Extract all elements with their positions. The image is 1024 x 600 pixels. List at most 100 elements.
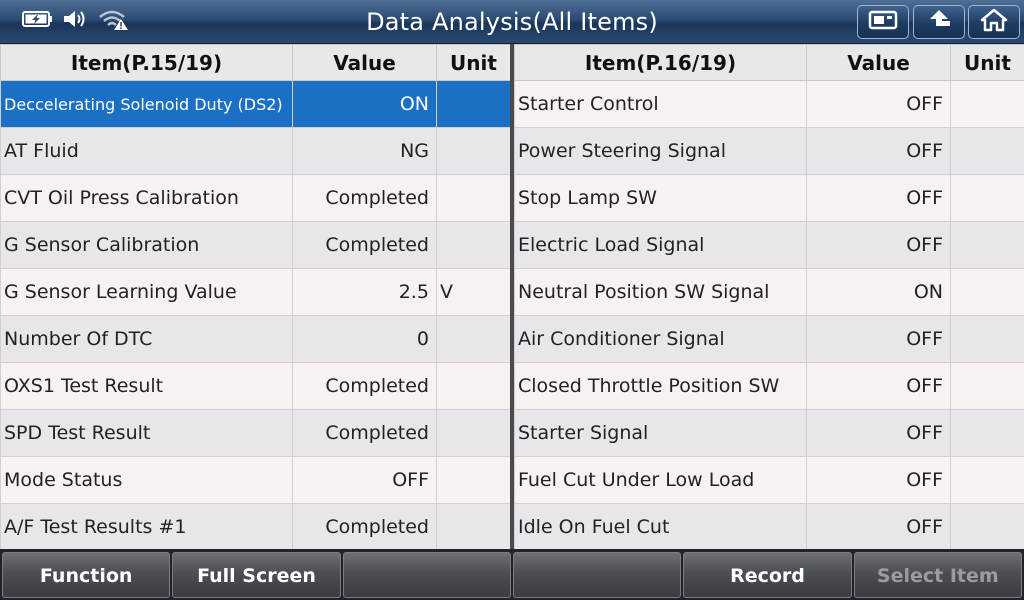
table-row[interactable]: G Sensor Learning Value 2.5 V: [0, 268, 510, 316]
back-icon: [924, 8, 954, 36]
item-unit: [950, 174, 1024, 222]
page-title: Data Analysis(All Items): [366, 8, 658, 36]
column-header-value: Value: [292, 44, 437, 81]
item-name: Idle On Fuel Cut: [514, 503, 807, 549]
column-header-unit: Unit: [950, 44, 1024, 81]
item-name: Neutral Position SW Signal: [514, 268, 807, 316]
table-row[interactable]: Mode Status OFF: [0, 456, 510, 504]
full-screen-button[interactable]: Full Screen: [172, 552, 341, 598]
item-name: Electric Load Signal: [514, 221, 807, 269]
item-value: Completed: [292, 503, 437, 549]
item-value: OFF: [806, 80, 951, 128]
item-unit: [950, 127, 1024, 175]
item-name: Air Conditioner Signal: [514, 315, 807, 363]
table-row[interactable]: Power Steering Signal OFF: [514, 127, 1024, 175]
item-value: 2.5: [292, 268, 437, 316]
item-value: Completed: [292, 221, 437, 269]
table-row[interactable]: Starter Signal OFF: [514, 409, 1024, 457]
item-name: CVT Oil Press Calibration: [0, 174, 293, 222]
right-data-table: Item(P.16/19) Value Unit Starter Control…: [514, 44, 1024, 549]
item-name: Closed Throttle Position SW: [514, 362, 807, 410]
item-name: Starter Signal: [514, 409, 807, 457]
item-value: OFF: [292, 456, 437, 504]
select-item-button[interactable]: Select Item: [853, 552, 1022, 598]
table-row[interactable]: OXS1 Test Result Completed: [0, 362, 510, 410]
item-unit: [436, 221, 510, 269]
item-value: ON: [292, 80, 437, 128]
table-row[interactable]: Idle On Fuel Cut OFF: [514, 503, 1024, 549]
function-button[interactable]: Function: [2, 552, 171, 598]
item-unit: [436, 315, 510, 363]
item-unit: V: [436, 268, 510, 316]
item-unit: [436, 409, 510, 457]
home-button[interactable]: [968, 5, 1020, 39]
item-value: OFF: [806, 221, 951, 269]
table-row[interactable]: Electric Load Signal OFF: [514, 221, 1024, 269]
table-row[interactable]: Neutral Position SW Signal ON: [514, 268, 1024, 316]
item-name: Mode Status: [0, 456, 293, 504]
item-value: OFF: [806, 315, 951, 363]
table-row[interactable]: CVT Oil Press Calibration Completed: [0, 174, 510, 222]
blank-button-3[interactable]: [342, 552, 511, 598]
item-value: Completed: [292, 362, 437, 410]
item-name: Number Of DTC: [0, 315, 293, 363]
table-row[interactable]: AT Fluid NG: [0, 127, 510, 175]
item-value: OFF: [806, 362, 951, 410]
item-name: Starter Control: [514, 80, 807, 128]
item-unit: [950, 80, 1024, 128]
table-row[interactable]: Closed Throttle Position SW OFF: [514, 362, 1024, 410]
item-unit: [436, 503, 510, 549]
table-row[interactable]: Fuel Cut Under Low Load OFF: [514, 456, 1024, 504]
table-row[interactable]: Deccelerating Solenoid Duty (DS2) ON: [0, 80, 510, 128]
column-header-item: Item(P.15/19): [0, 44, 293, 81]
table-row[interactable]: G Sensor Calibration Completed: [0, 221, 510, 269]
item-name: A/F Test Results #1: [0, 503, 293, 549]
item-value: 0: [292, 315, 437, 363]
item-value: ON: [806, 268, 951, 316]
home-icon: [980, 8, 1008, 36]
item-unit: [950, 268, 1024, 316]
table-row[interactable]: SPD Test Result Completed: [0, 409, 510, 457]
item-name: OXS1 Test Result: [0, 362, 293, 410]
item-unit: [950, 221, 1024, 269]
item-value: OFF: [806, 174, 951, 222]
screenshot-icon: [868, 9, 898, 35]
item-unit: [950, 315, 1024, 363]
table-row[interactable]: Stop Lamp SW OFF: [514, 174, 1024, 222]
item-value: OFF: [806, 127, 951, 175]
item-value: Completed: [292, 409, 437, 457]
column-header-item: Item(P.16/19): [514, 44, 807, 81]
item-unit: [950, 456, 1024, 504]
item-value: OFF: [806, 456, 951, 504]
wifi-warning-icon: [98, 7, 130, 35]
item-value: OFF: [806, 503, 951, 549]
table-row[interactable]: Air Conditioner Signal OFF: [514, 315, 1024, 363]
item-value: NG: [292, 127, 437, 175]
item-unit: [950, 503, 1024, 549]
item-name: Fuel Cut Under Low Load: [514, 456, 807, 504]
left-data-table: Item(P.15/19) Value Unit Deccelerating S…: [0, 44, 510, 549]
item-name: AT Fluid: [0, 127, 293, 175]
battery-charging-icon: [22, 10, 54, 32]
table-row[interactable]: Starter Control OFF: [514, 80, 1024, 128]
status-icons: [22, 8, 130, 34]
item-name: Deccelerating Solenoid Duty (DS2): [0, 80, 293, 128]
title-bar: Data Analysis(All Items): [0, 0, 1024, 44]
speaker-icon: [62, 8, 90, 34]
blank-button-4[interactable]: [512, 552, 682, 598]
record-button[interactable]: Record: [683, 552, 852, 598]
item-name: G Sensor Learning Value: [0, 268, 293, 316]
item-name: G Sensor Calibration: [0, 221, 293, 269]
item-unit: [950, 362, 1024, 410]
item-unit: [950, 409, 1024, 457]
table-row[interactable]: Number Of DTC 0: [0, 315, 510, 363]
item-name: Stop Lamp SW: [514, 174, 807, 222]
item-unit: [436, 362, 510, 410]
back-button[interactable]: [913, 5, 965, 39]
table-row[interactable]: A/F Test Results #1 Completed: [0, 503, 510, 549]
bottom-toolbar: Function Full Screen Record Select Item: [0, 549, 1024, 600]
item-name: Power Steering Signal: [514, 127, 807, 175]
column-header-unit: Unit: [436, 44, 510, 81]
screenshot-button[interactable]: [857, 5, 909, 39]
item-name: SPD Test Result: [0, 409, 293, 457]
